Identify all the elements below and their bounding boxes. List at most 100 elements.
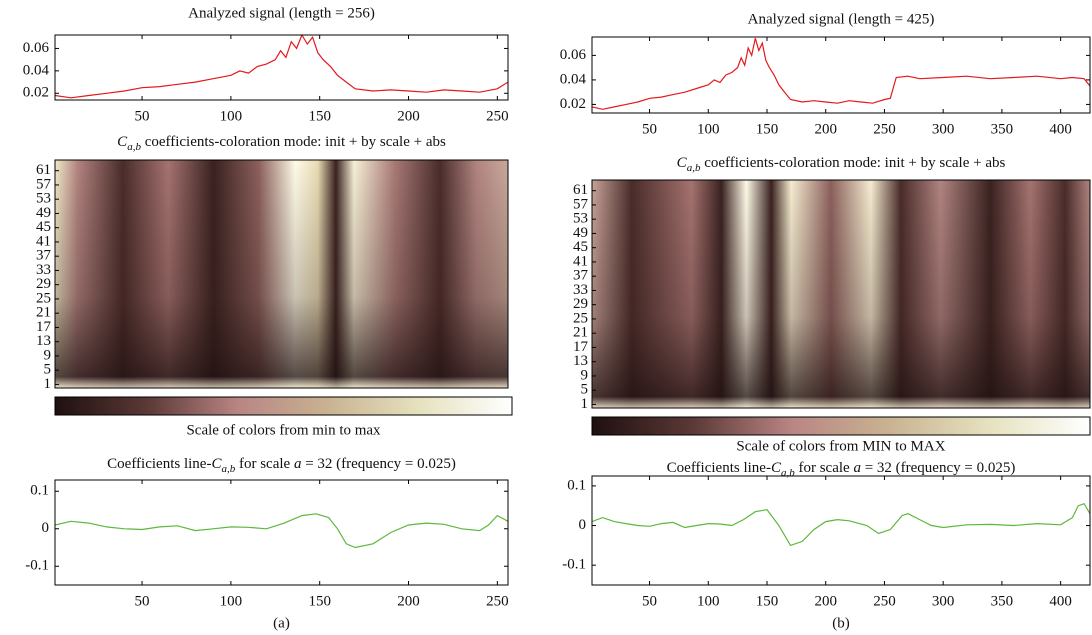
y-tick-label: 1 xyxy=(581,396,589,412)
y-tick-label: 13 xyxy=(36,333,51,349)
y-tick-label: 13 xyxy=(573,353,588,369)
plot-frame xyxy=(591,36,1091,114)
title-text: coefficients-coloration mode: init + by … xyxy=(700,155,1005,171)
y-tick-label: 21 xyxy=(36,305,51,321)
y-tick-label: 61 xyxy=(36,162,51,178)
y-tick-label: -0.1 xyxy=(25,558,49,574)
y-tick-label: 17 xyxy=(36,319,52,335)
colorbar-label: Scale of colors from MIN to MAX xyxy=(736,438,945,454)
plot-frame xyxy=(54,159,509,389)
x-tick-label: 200 xyxy=(397,593,420,609)
y-tick-label: 17 xyxy=(573,339,589,355)
scalogram-shade xyxy=(55,160,508,388)
x-tick-label: 100 xyxy=(220,593,243,609)
x-tick-label: 250 xyxy=(873,121,896,137)
x-tick-label: 150 xyxy=(756,121,779,137)
title-text: coefficients-coloration mode: init + by … xyxy=(141,134,446,150)
title-text: for scale xyxy=(795,460,854,476)
y-tick-label: 53 xyxy=(36,191,51,207)
panel-title: Ca,b coefficients-coloration mode: init … xyxy=(117,134,446,152)
plot-frame xyxy=(591,179,1091,409)
x-tick-label: 400 xyxy=(1049,593,1072,609)
y-tick-label: 57 xyxy=(36,176,52,192)
y-tick-label: 0.04 xyxy=(23,62,50,78)
y-tick-label: 25 xyxy=(36,290,51,306)
data-line xyxy=(592,502,1090,547)
panel-title: Analyzed signal (length = 425) xyxy=(748,11,935,27)
data-line xyxy=(55,513,508,549)
title-text: for scale xyxy=(235,456,294,472)
subscript: a,b xyxy=(221,463,235,475)
x-tick-label: 200 xyxy=(814,593,837,609)
y-tick-label: 45 xyxy=(36,219,51,235)
plot-frame xyxy=(54,479,509,586)
panel-caption: (a) xyxy=(273,615,290,631)
y-tick-label: 0.06 xyxy=(560,47,587,63)
y-tick-label: 0.02 xyxy=(560,96,586,112)
panel-title: Coefficients line-Ca,b for scale a = 32 … xyxy=(667,460,1016,478)
colorbar-label: Scale of colors from min to max xyxy=(186,422,381,438)
math-symbol: C xyxy=(677,155,688,171)
panel-caption: (b) xyxy=(832,615,850,631)
x-tick-label: 50 xyxy=(135,593,150,609)
y-tick-label: 41 xyxy=(36,233,51,249)
x-tick-label: 150 xyxy=(308,108,331,124)
plot-frame xyxy=(54,34,509,101)
colorbar xyxy=(54,396,513,416)
title-text: Coefficients line- xyxy=(667,460,771,476)
x-tick-label: 350 xyxy=(991,593,1014,609)
y-tick-label: 33 xyxy=(573,282,588,298)
y-tick-label: 0.04 xyxy=(560,71,587,87)
subscript: a,b xyxy=(687,162,701,174)
y-tick-label: 29 xyxy=(573,296,588,312)
math-symbol: a xyxy=(853,460,861,476)
y-tick-label: 5 xyxy=(44,362,52,378)
math-symbol: C xyxy=(771,460,782,476)
y-tick-label: 0 xyxy=(42,520,50,536)
x-tick-label: 100 xyxy=(220,108,243,124)
x-tick-label: 200 xyxy=(814,121,837,137)
y-tick-label: 29 xyxy=(36,276,51,292)
title-text: = 32 (frequency = 0.025) xyxy=(861,460,1015,476)
math-symbol: a xyxy=(294,456,302,472)
math-symbol: C xyxy=(117,134,128,150)
panel-title: Ca,b coefficients-coloration mode: init … xyxy=(677,155,1006,173)
x-tick-label: 250 xyxy=(486,108,509,124)
y-tick-label: 57 xyxy=(573,196,589,212)
x-tick-label: 250 xyxy=(873,593,896,609)
x-tick-label: 400 xyxy=(1049,121,1072,137)
y-tick-label: 0.06 xyxy=(23,40,50,56)
y-tick-label: -0.1 xyxy=(562,557,586,573)
plot-frame xyxy=(591,475,1091,586)
y-tick-label: 45 xyxy=(573,239,588,255)
x-tick-label: 300 xyxy=(932,121,955,137)
y-tick-label: 0.02 xyxy=(23,85,49,101)
title-text: Coefficients line- xyxy=(107,456,211,472)
data-line xyxy=(592,38,1090,110)
y-tick-label: 0.1 xyxy=(30,483,49,499)
x-tick-label: 250 xyxy=(486,593,509,609)
x-tick-label: 350 xyxy=(991,121,1014,137)
y-tick-label: 0 xyxy=(579,517,587,533)
title-text: = 32 (frequency = 0.025) xyxy=(301,456,455,472)
x-tick-label: 150 xyxy=(308,593,331,609)
x-tick-label: 50 xyxy=(135,108,150,124)
y-tick-label: 5 xyxy=(581,382,589,398)
x-tick-label: 150 xyxy=(756,593,779,609)
x-tick-label: 300 xyxy=(932,593,955,609)
y-tick-label: 61 xyxy=(573,182,588,198)
colorbar xyxy=(591,416,1091,436)
y-tick-label: 41 xyxy=(573,253,588,269)
data-line xyxy=(55,35,508,99)
panel-title: Coefficients line-Ca,b for scale a = 32 … xyxy=(107,456,456,474)
x-tick-label: 100 xyxy=(697,121,720,137)
math-symbol: C xyxy=(211,456,222,472)
y-tick-label: 25 xyxy=(573,310,588,326)
y-tick-label: 53 xyxy=(573,211,588,227)
x-tick-label: 50 xyxy=(642,593,657,609)
subscript: a,b xyxy=(781,467,795,479)
y-tick-label: 37 xyxy=(573,268,589,284)
y-tick-label: 0.1 xyxy=(567,477,586,493)
y-tick-label: 1 xyxy=(44,376,52,392)
